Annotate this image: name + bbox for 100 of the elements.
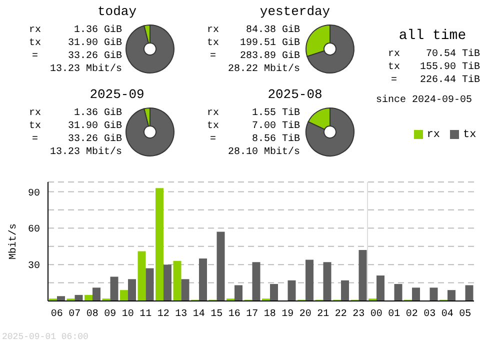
bar: [84, 294, 92, 301]
bar: [234, 285, 242, 301]
bar: [120, 290, 128, 301]
bar: [138, 251, 146, 301]
bar: [430, 288, 438, 301]
bar: [306, 260, 314, 301]
bar: [341, 280, 349, 301]
x-tick-label: 03: [424, 309, 436, 320]
x-tick-label: 05: [459, 309, 472, 320]
x-tick-label: 23: [352, 309, 365, 320]
x-tick-label: 16: [228, 309, 240, 320]
chart-title: today: [96, 4, 138, 19]
text: since 2024-09-05: [376, 94, 474, 107]
text: =: [30, 50, 39, 63]
chart-title: yesterday: [258, 4, 332, 19]
bar: [128, 279, 136, 301]
bar: [252, 262, 260, 301]
bar: [412, 288, 420, 301]
bar: [376, 276, 384, 301]
text: 31.90 GiB: [66, 37, 122, 50]
donut-slice: [306, 24, 354, 74]
donut-slice: [126, 24, 174, 74]
text: tx: [28, 37, 42, 50]
chart-title: 2025-08: [266, 87, 324, 102]
text: rx: [28, 107, 42, 120]
x-tick-label: 01: [388, 309, 400, 320]
text: tx: [386, 61, 401, 74]
legend-label: rx: [426, 129, 440, 141]
text: 283.89 GiB: [238, 50, 300, 63]
text: 1.36 GiB: [72, 107, 122, 120]
text: 28.22 Mbit/s: [226, 63, 300, 76]
chart-title: 2025-09: [88, 87, 146, 102]
bar: [164, 264, 172, 301]
x-tick-label: 15: [210, 309, 223, 320]
bar: [156, 188, 164, 301]
x-tick-label: 14: [192, 309, 205, 320]
x-tick-label: 09: [104, 309, 116, 320]
text: 155.90 TiB: [418, 61, 480, 74]
text: =: [208, 50, 217, 63]
donut-slice: [306, 108, 354, 156]
text: =: [390, 74, 398, 87]
bar: [448, 290, 456, 301]
text: tx: [28, 120, 42, 133]
bar: [57, 296, 65, 301]
y-tick-label: 60: [28, 224, 40, 236]
text: rx: [386, 48, 401, 61]
x-tick-label: 02: [406, 309, 418, 320]
bar: [465, 285, 474, 301]
text: 226.44 TiB: [418, 74, 480, 87]
text: 33.26 GiB: [66, 133, 122, 146]
x-tick-label: 17: [246, 309, 258, 320]
bar: [74, 294, 83, 301]
text: 84.38 GiB: [244, 24, 300, 37]
donut-slice: [126, 108, 174, 156]
bar: [146, 268, 154, 301]
text: all time: [398, 28, 468, 44]
x-tick-label: 13: [175, 309, 188, 320]
x-tick-label: 22: [334, 309, 347, 320]
text: 1.55 TiB: [250, 107, 300, 120]
y-tick-label: 30: [28, 261, 40, 272]
y-axis-title: Mbit/s: [8, 223, 20, 260]
text: rx: [28, 24, 42, 37]
x-tick-label: 20: [299, 309, 312, 320]
bar: [173, 260, 182, 301]
x-tick-label: 18: [264, 309, 276, 320]
text: tx: [206, 37, 220, 50]
text: 1.36 GiB: [72, 24, 122, 37]
x-tick-label: 00: [370, 309, 382, 320]
x-tick-label: 08: [86, 309, 98, 320]
x-tick-label: 11: [140, 309, 152, 320]
text: 13.23 Mbit/s: [48, 146, 122, 159]
bar: [110, 276, 118, 301]
bar: [181, 279, 190, 301]
text: 8.56 TiB: [250, 133, 300, 146]
text: =: [30, 133, 39, 146]
bar: [216, 232, 225, 301]
x-tick-label: 04: [441, 309, 454, 320]
bar: [270, 284, 278, 301]
y-tick-label: 90: [28, 188, 40, 200]
text: 70.54 TiB: [424, 48, 480, 61]
x-tick-label: 07: [68, 309, 81, 320]
x-tick-label: 12: [157, 309, 170, 320]
text: 33.26 GiB: [66, 50, 122, 63]
text: 199.51 GiB: [238, 37, 300, 50]
x-tick-label: 06: [50, 309, 63, 320]
legend-label: tx: [463, 129, 476, 141]
bar: [358, 250, 367, 301]
x-tick-label: 19: [282, 309, 294, 320]
bar: [394, 284, 402, 301]
x-tick-label: 10: [122, 309, 134, 320]
text: tx: [206, 120, 220, 133]
x-tick-label: 21: [317, 309, 330, 320]
text: 13.23 Mbit/s: [48, 63, 122, 76]
bar: [288, 280, 296, 301]
text: 7.00 TiB: [250, 120, 300, 133]
text: 31.90 GiB: [66, 120, 122, 133]
bar: [92, 288, 100, 301]
text: 28.10 Mbit/s: [226, 146, 300, 159]
text: rx: [206, 24, 220, 37]
text: =: [208, 133, 217, 146]
